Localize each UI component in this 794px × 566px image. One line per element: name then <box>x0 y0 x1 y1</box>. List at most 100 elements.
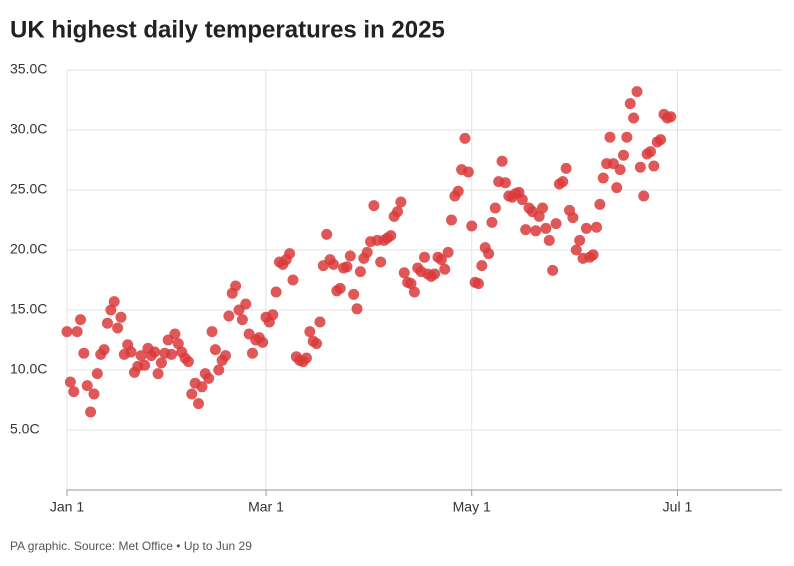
data-point <box>182 356 194 368</box>
y-tick-label: 30.0C <box>10 121 47 137</box>
data-point <box>628 112 640 124</box>
y-tick-label: 20.0C <box>10 241 47 257</box>
data-point <box>105 304 117 316</box>
y-tick-label: 35.0C <box>10 61 47 77</box>
data-point <box>334 282 346 294</box>
data-point <box>64 376 76 388</box>
data-point <box>220 350 232 362</box>
data-point <box>115 311 127 323</box>
data-point <box>361 246 373 258</box>
data-point <box>594 198 606 210</box>
data-point <box>149 346 161 358</box>
data-point <box>570 244 582 256</box>
data-point <box>172 338 184 350</box>
data-point <box>206 326 218 338</box>
data-point <box>419 251 430 263</box>
data-point <box>462 166 474 178</box>
data-point <box>321 228 333 240</box>
data-point <box>368 200 380 212</box>
y-tick-label: 25.0C <box>10 181 47 197</box>
data-point <box>81 380 93 392</box>
data-point <box>230 280 242 292</box>
data-point <box>638 190 650 202</box>
y-tick-label: 5.0C <box>10 421 40 437</box>
data-point <box>341 261 353 273</box>
data-point <box>375 256 387 268</box>
data-point <box>196 381 208 393</box>
data-point <box>486 216 498 228</box>
data-point <box>267 309 279 321</box>
chart-title: UK highest daily temperatures in 2025 <box>10 16 445 43</box>
y-tick-label: 15.0C <box>10 301 47 317</box>
data-point <box>139 359 151 371</box>
data-point <box>567 212 579 224</box>
data-point <box>611 182 623 194</box>
data-point <box>445 214 457 226</box>
data-point <box>169 328 181 340</box>
data-point <box>496 155 508 167</box>
data-point <box>520 224 532 236</box>
data-point <box>516 194 528 206</box>
data-point <box>344 250 356 262</box>
data-point <box>442 246 454 258</box>
data-point <box>85 406 97 418</box>
data-point <box>543 234 555 246</box>
data-point <box>483 248 495 260</box>
data-point <box>665 111 677 123</box>
data-point <box>614 164 626 176</box>
data-point <box>135 350 147 362</box>
data-point <box>439 263 451 275</box>
data-point <box>354 266 366 278</box>
data-point <box>624 98 636 110</box>
x-tick-label: Jan 1 <box>50 499 84 515</box>
data-point <box>580 222 592 234</box>
data-point <box>537 202 549 214</box>
data-point <box>155 357 167 369</box>
data-point <box>98 344 110 356</box>
data-point <box>78 347 90 359</box>
data-point <box>452 185 464 197</box>
data-point <box>246 347 258 359</box>
data-point <box>591 221 603 233</box>
x-tick-label: Jul 1 <box>663 499 693 515</box>
data-point <box>203 372 215 384</box>
data-point <box>550 218 562 230</box>
data-point <box>101 317 113 329</box>
data-point <box>166 348 178 360</box>
data-point <box>186 388 198 400</box>
data-point <box>530 225 542 237</box>
data-point <box>429 268 441 280</box>
data-point <box>112 322 124 334</box>
data-point <box>209 344 221 356</box>
data-point <box>327 258 339 270</box>
data-point <box>270 286 282 298</box>
data-point <box>300 352 312 364</box>
data-point <box>408 286 420 298</box>
data-point <box>152 368 164 380</box>
data-point <box>91 368 103 380</box>
data-point <box>193 398 205 410</box>
x-tick-label: Mar 1 <box>248 499 284 515</box>
data-point <box>68 386 80 398</box>
data-point <box>236 314 248 326</box>
data-point <box>466 220 478 232</box>
data-point <box>621 131 633 143</box>
data-point <box>311 338 323 350</box>
data-point <box>587 249 599 261</box>
data-point <box>304 326 316 338</box>
data-point <box>540 222 552 234</box>
data-point <box>648 160 660 172</box>
data-point <box>405 278 417 290</box>
data-point <box>71 326 83 338</box>
data-point <box>644 146 656 158</box>
data-point <box>547 264 559 276</box>
data-point <box>604 131 616 143</box>
data-point <box>287 274 299 286</box>
data-point <box>398 267 410 279</box>
data-point <box>634 161 646 173</box>
data-point <box>351 303 363 315</box>
data-point <box>557 176 569 188</box>
data-point <box>314 316 326 328</box>
data-point <box>348 288 360 300</box>
